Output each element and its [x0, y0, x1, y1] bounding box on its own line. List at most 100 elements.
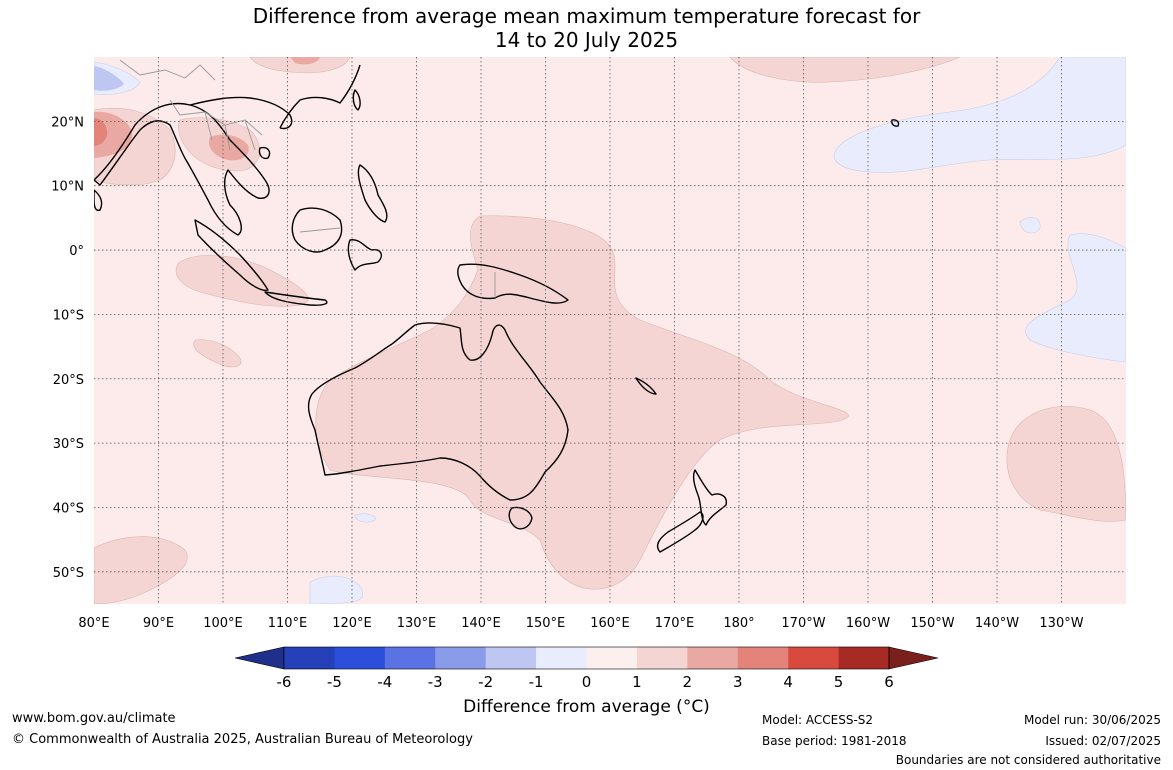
australia-outline	[307, 322, 569, 501]
colorbar-tick-label: 0	[582, 673, 592, 691]
anomaly-region-pacific-australia	[315, 215, 849, 590]
colorbar-tick-label: -2	[478, 673, 493, 691]
colorbar-title: Difference from average (°C)	[0, 697, 1173, 717]
footer-website[interactable]: www.bom.gov.au/climate	[12, 711, 176, 726]
map-area	[94, 57, 1126, 604]
hawaii-outline	[891, 119, 900, 127]
footer-model: Model: ACCESS-S2	[762, 713, 874, 727]
coastlines	[94, 64, 900, 553]
country-borders	[119, 59, 496, 298]
java-outline	[264, 291, 328, 306]
colorbar-tick-label: 1	[632, 673, 642, 691]
latitude-label: 10°N	[51, 180, 84, 195]
colorbar-high-extend	[888, 646, 939, 670]
anomaly-region-negative-central-pacific	[1019, 217, 1041, 234]
colorbar-segment	[788, 647, 839, 669]
latitude-label: 20°N	[51, 115, 84, 130]
borneo-outline	[291, 207, 343, 253]
longitude-label: 90°E	[143, 616, 174, 631]
colorbar-segment	[636, 647, 688, 669]
new-caledonia-outline	[635, 377, 657, 395]
sumatra-outline	[194, 219, 269, 292]
latitude-label: 10°S	[53, 308, 84, 323]
longitude-label: 170°W	[781, 616, 825, 631]
anomaly-high-regions	[94, 57, 320, 161]
anomaly-region-3-to-4-bay	[94, 118, 108, 146]
anomaly-region-2-to-3-pacific	[290, 57, 320, 65]
latitude-label: 50°S	[53, 566, 84, 581]
longitude-label: 170°E	[655, 616, 695, 631]
mainland-asia-outline	[94, 96, 293, 236]
anomaly-region-negative-east-pacific	[1025, 233, 1126, 363]
colorbar-tick-label: -4	[377, 673, 392, 691]
map-title: Difference from average mean maximum tem…	[0, 4, 1173, 52]
new-guinea-outline	[457, 263, 569, 304]
colorbar-label: Difference from average (	[463, 697, 683, 717]
colorbar-segment	[687, 647, 739, 669]
longitude-label: 100°E	[203, 616, 243, 631]
colorbar-tick-label: 5	[834, 673, 844, 691]
longitude-label: 150°W	[910, 616, 954, 631]
anomaly-region-negative-southern-ocean	[309, 575, 364, 604]
border-line-borneo	[299, 227, 341, 233]
colorbar-segment	[838, 647, 890, 669]
anomaly-negative-regions	[94, 57, 1126, 604]
footer-copyright: © Commonwealth of Australia 2025, Austra…	[12, 732, 473, 747]
colorbar-tick-label: 3	[733, 673, 743, 691]
gridlines	[94, 57, 1126, 604]
longitude-label: 110°E	[268, 616, 308, 631]
longitude-label: 160°E	[590, 616, 630, 631]
colorbar-segment	[284, 647, 335, 669]
colorbar-tick-label: -3	[428, 673, 443, 691]
colorbar-frame	[283, 646, 890, 670]
longitude-label: 120°E	[332, 616, 372, 631]
latitude-label: 0°	[69, 244, 84, 259]
colorbar-unit: °C)	[682, 697, 710, 717]
philippines-outline	[357, 164, 388, 223]
colorbar-segment	[536, 647, 587, 669]
border-lines-asia	[119, 59, 263, 151]
longitude-label: 140°W	[975, 616, 1019, 631]
colorbar-segment	[384, 647, 436, 669]
anomaly-region-north-pacific	[249, 57, 351, 74]
colorbar-tick-label: 2	[683, 673, 693, 691]
anomaly-region-2-to-3-indochina	[209, 134, 249, 161]
colorbar-segment	[435, 647, 486, 669]
longitude-labels: 80°E 90°E 100°E 110°E 120°E 130°E 140°E 150°E 16…	[78, 616, 1083, 631]
anomaly-region-northeast-pacific	[729, 57, 961, 83]
anomaly-region-negative-north-pacific	[833, 57, 1126, 173]
colorbar-segment	[485, 647, 537, 669]
anomaly-region-negative-2-asia	[94, 66, 124, 91]
latitude-label: 30°S	[53, 437, 84, 452]
longitude-label: 80°E	[78, 616, 109, 631]
taiwan-outline	[352, 89, 361, 111]
colorbar: -6 -5 -4 -3 -2 -1 0 1 2 3 4 5 6	[234, 646, 939, 691]
sri-lanka-outline	[94, 189, 103, 212]
anomaly-region-southern-ocean	[94, 536, 188, 604]
colorbar-segment	[737, 647, 789, 669]
tasmania-outline	[508, 506, 533, 530]
latitude-label: 40°S	[53, 501, 84, 516]
longitude-label: 160°W	[846, 616, 890, 631]
hainan-outline	[258, 146, 271, 160]
colorbar-low-extend	[234, 646, 285, 670]
footer-issued: Issued: 02/07/2025	[1045, 734, 1161, 748]
footer-base-period: Base period: 1981-2018	[762, 734, 907, 748]
colorbar-tick-label: -6	[277, 673, 292, 691]
colorbar-tick-label: 6	[884, 673, 894, 691]
anomaly-region-east-pacific	[1006, 405, 1126, 522]
anomaly-region-india-sea	[193, 339, 242, 368]
footer-disclaimer: Boundaries are not considered authoritat…	[895, 753, 1161, 767]
colorbar-tick-label: -5	[327, 673, 342, 691]
sulawesi-outline	[347, 239, 382, 271]
colorbar-segment	[586, 647, 638, 669]
longitude-label: 180°	[723, 616, 754, 631]
new-zealand-north-outline	[692, 469, 727, 526]
colorbar-tick-label: -1	[529, 673, 544, 691]
new-zealand-south-outline	[656, 511, 704, 553]
footer-model-run: Model run: 30/06/2025	[1023, 713, 1161, 727]
longitude-label: 150°E	[526, 616, 566, 631]
latitude-label: 20°S	[53, 373, 84, 388]
colorbar-segment	[334, 647, 386, 669]
